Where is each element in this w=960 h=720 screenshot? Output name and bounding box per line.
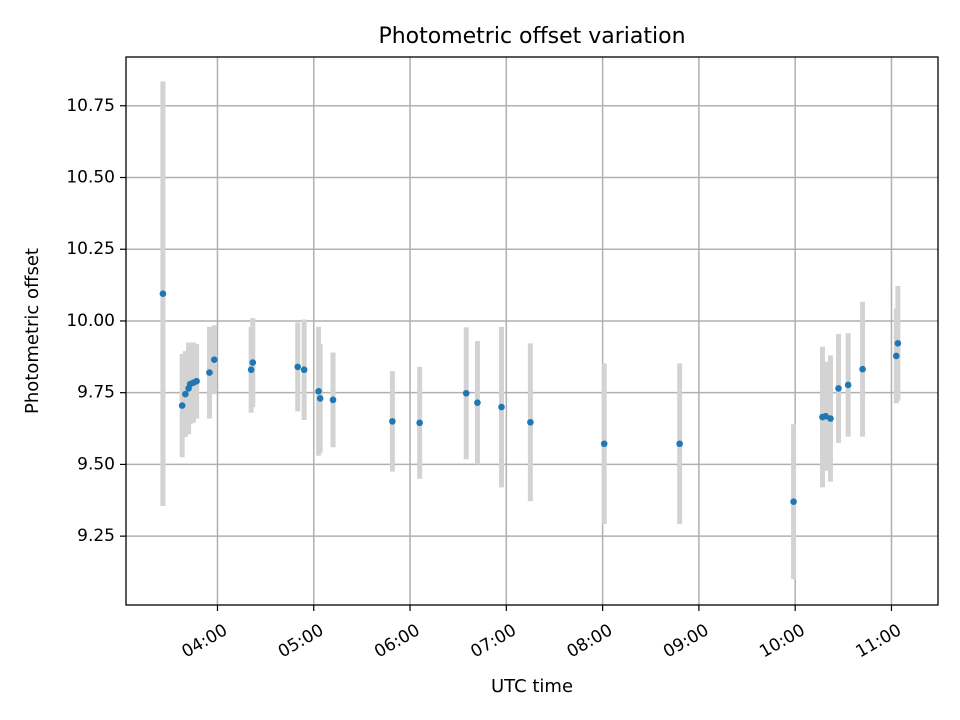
- data-point: [300, 366, 308, 374]
- x-axis-ticks: 04:00 05:00 06:00 07:00 08:00 09:00 10:00 11:00: [179, 605, 905, 662]
- x-tick-label: 04:00: [179, 620, 231, 662]
- data-point: [416, 419, 423, 427]
- x-tick-label: 06:00: [371, 620, 423, 662]
- y-tick-label: 9.50: [77, 454, 115, 474]
- y-tick-label: 10.75: [66, 96, 115, 116]
- plot-frame: [125, 56, 939, 606]
- x-tick-label: 09:00: [660, 620, 712, 662]
- data-point: [462, 389, 470, 397]
- data-point: [844, 381, 852, 389]
- data-point: [249, 359, 257, 366]
- x-tick-label: 08:00: [564, 620, 616, 662]
- data-point: [210, 356, 218, 363]
- y-axis-ticks: 9.25 9.50 9.75 10.00 10.25 10.50 10.75: [66, 96, 126, 546]
- y-axis-label: Photometric offset: [22, 248, 43, 414]
- data-point: [474, 399, 481, 407]
- x-tick-label: 11:00: [853, 620, 905, 662]
- data-point: [294, 363, 302, 371]
- data-point: [247, 366, 255, 374]
- x-tick-label: 10:00: [756, 620, 808, 662]
- error-bars: [160, 81, 901, 580]
- chart-title: Photometric offset variation: [378, 24, 685, 49]
- data-point: [676, 440, 683, 448]
- data-point: [389, 418, 396, 425]
- data-point: [892, 352, 900, 360]
- data-point: [193, 377, 200, 385]
- data-point: [835, 385, 842, 392]
- data-point: [827, 415, 834, 422]
- data-point: [329, 396, 337, 404]
- data-point: [159, 290, 167, 298]
- data-point: [894, 340, 902, 347]
- data-point: [498, 403, 505, 411]
- data-point: [859, 365, 866, 373]
- y-tick-label: 10.00: [66, 311, 115, 331]
- data-point: [600, 440, 608, 448]
- y-tick-label: 9.75: [77, 383, 115, 403]
- y-tick-label: 10.25: [66, 239, 115, 259]
- data-point: [178, 402, 186, 409]
- y-tick-label: 10.50: [66, 168, 115, 188]
- data-point: [790, 498, 797, 506]
- data-point: [527, 418, 534, 426]
- x-tick-label: 07:00: [467, 620, 519, 662]
- y-tick-label: 9.25: [77, 526, 115, 546]
- x-tick-label: 05:00: [275, 620, 327, 662]
- data-point: [206, 369, 213, 376]
- x-axis-label: UTC time: [491, 676, 573, 697]
- data-point: [315, 387, 322, 395]
- data-point: [182, 390, 189, 398]
- data-point: [316, 395, 324, 402]
- data-points: [159, 290, 902, 506]
- grid-lines: [126, 57, 938, 605]
